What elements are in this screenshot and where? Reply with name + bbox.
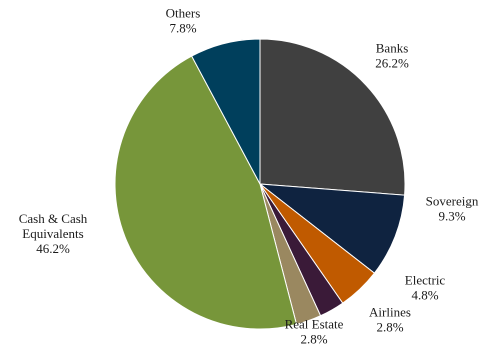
category-label-real-estate: Real Estate [285, 317, 344, 332]
label-others: Others 7.8% [166, 6, 201, 36]
pie-labels: Banks 26.2%Sovereign 9.3%Electric 4.8%Airli… [19, 6, 479, 347]
label-sovereign: Sovereign 9.3% [426, 194, 479, 224]
slice-others [191, 38, 261, 185]
value-label-sovereign: 9.3% [438, 209, 465, 224]
category-label-sovereign: Sovereign [426, 194, 479, 209]
category-label-cash-cash-equivalents: Cash & Cash [19, 211, 88, 226]
category-label-banks: Banks [376, 41, 409, 56]
slice-sovereign [258, 183, 406, 274]
slice-banks [259, 38, 406, 196]
label-airlines: Airlines 2.8% [369, 305, 411, 335]
category-label-cash-cash-equivalents: Equivalents [22, 226, 83, 241]
category-label-airlines: Airlines [369, 305, 411, 320]
value-label-banks: 26.2% [375, 56, 409, 71]
pie-slices [114, 38, 406, 330]
slice-cash-cash-equivalents [114, 55, 298, 330]
value-label-real-estate: 2.8% [300, 332, 327, 347]
category-label-electric: Electric [405, 273, 446, 288]
label-cash-cash-equivalents: Cash & Cash Equivalents 46.2% [19, 211, 88, 256]
value-label-electric: 4.8% [411, 288, 438, 303]
value-label-others: 7.8% [169, 21, 196, 36]
value-label-cash-cash-equivalents: 46.2% [36, 241, 70, 256]
value-label-airlines: 2.8% [376, 320, 403, 335]
label-real-estate: Real Estate 2.8% [285, 317, 344, 347]
label-banks: Banks 26.2% [375, 41, 409, 71]
category-label-others: Others [166, 6, 201, 21]
label-electric: Electric 4.8% [405, 273, 446, 303]
